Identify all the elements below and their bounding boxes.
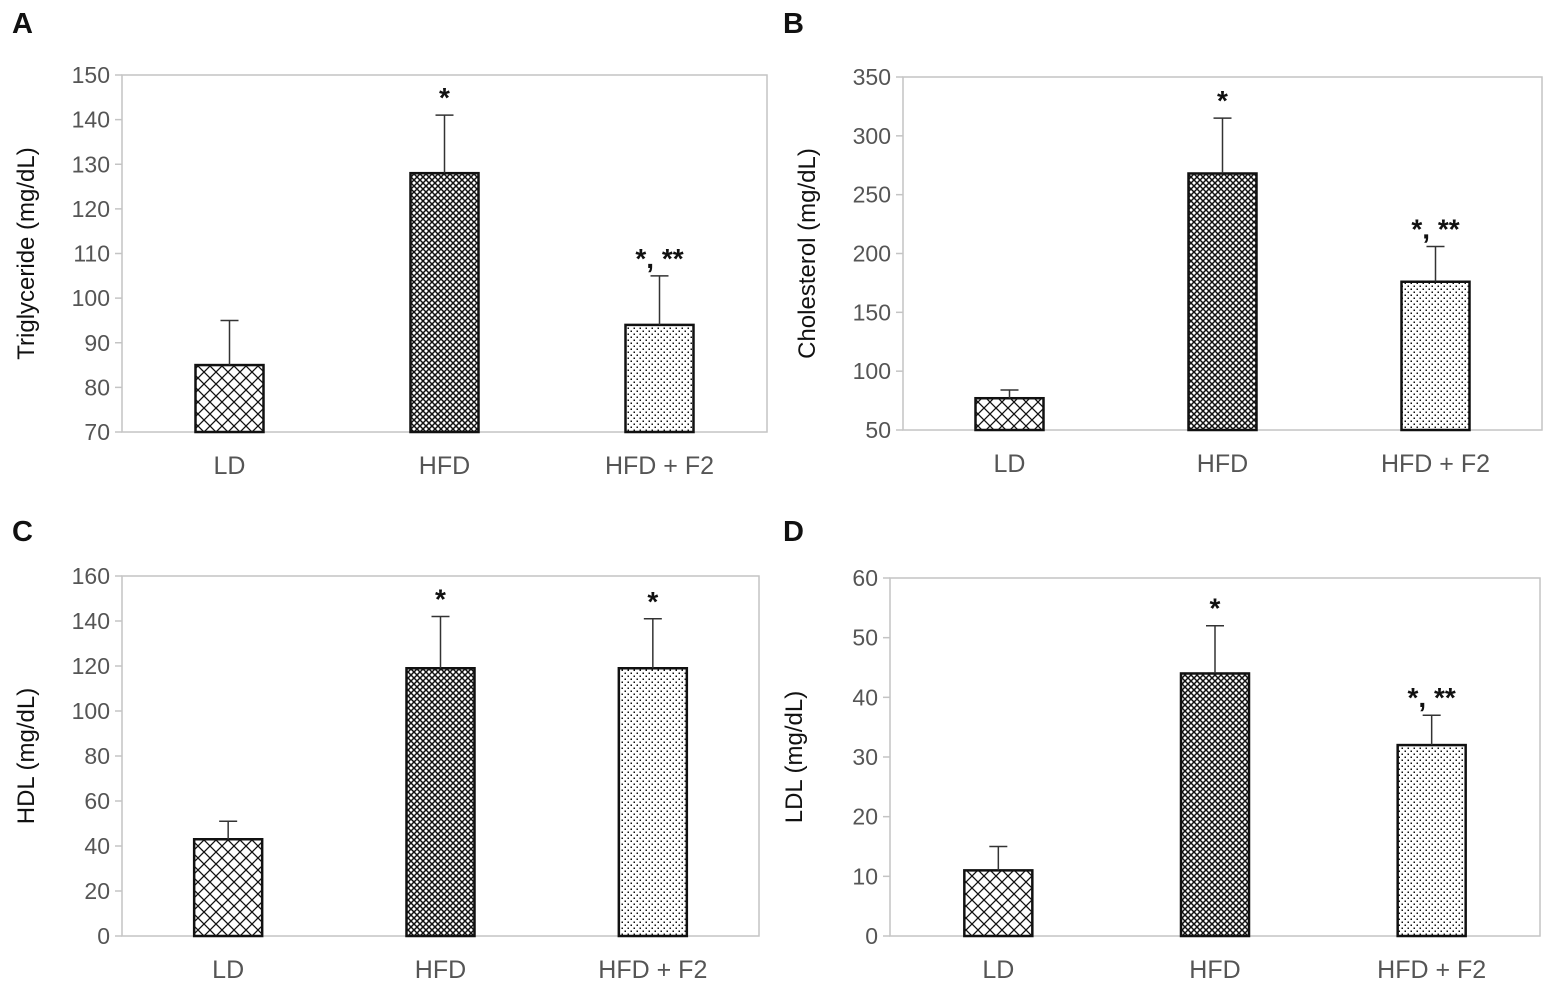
panel-letter: A xyxy=(12,8,33,40)
y-tick-label: 0 xyxy=(865,923,878,949)
bar-hfd-f2 xyxy=(1396,743,1467,938)
y-tick-label: 150 xyxy=(853,299,891,325)
x-category-label: HFD + F2 xyxy=(1377,956,1486,984)
y-axis-label: HDL (mg/dL) xyxy=(13,688,40,824)
x-category-label: HFD xyxy=(1189,956,1240,984)
y-tick-label: 10 xyxy=(852,863,878,889)
y-tick-label: 90 xyxy=(84,330,110,356)
y-tick-label: 50 xyxy=(852,625,878,651)
y-tick-label: 120 xyxy=(72,653,110,679)
significance-marker: * xyxy=(647,586,658,617)
y-tick-label: 350 xyxy=(853,64,891,90)
chart-panel-c: C 0 20 40 60 80 100 120 140 160 HDL (mg/dL) LD * HFD *… xyxy=(12,516,760,984)
y-tick-label: 0 xyxy=(97,923,110,949)
y-tick-label: 200 xyxy=(853,241,891,267)
y-axis-label: Cholesterol (mg/dL) xyxy=(794,148,821,359)
y-tick-label: 60 xyxy=(84,788,110,814)
bar-ld xyxy=(974,396,1045,432)
y-tick-label: 20 xyxy=(84,878,110,904)
significance-marker: * xyxy=(1210,593,1221,624)
y-tick-label: 140 xyxy=(72,608,110,634)
x-category-label: HFD + F2 xyxy=(1381,450,1490,478)
chart-panel-b: B 50 100 150 200 250 300 350 Cholesterol (mg/dL)… xyxy=(783,8,1543,478)
y-axis-label: LDL (mg/dL) xyxy=(781,691,808,824)
panel-letter: B xyxy=(783,8,804,40)
panel-letter: C xyxy=(12,516,33,548)
bar-hfd xyxy=(1187,172,1258,432)
x-category-label: HFD + F2 xyxy=(598,956,707,984)
bar-ld xyxy=(192,838,264,938)
significance-marker: * xyxy=(1217,85,1228,116)
y-tick-label: 110 xyxy=(73,241,110,267)
bar-hfd-f2 xyxy=(617,667,689,938)
y-tick-label: 100 xyxy=(72,285,110,311)
x-category-label: HFD xyxy=(415,956,466,984)
y-tick-label: 80 xyxy=(84,743,110,769)
bar-hfd xyxy=(1179,672,1251,938)
bar-ld xyxy=(194,363,265,434)
x-category-label: HFD xyxy=(419,452,470,480)
x-category-label: HFD xyxy=(1197,450,1248,478)
y-tick-label: 100 xyxy=(72,698,110,724)
y-tick-label: 20 xyxy=(852,804,878,830)
x-category-label: LD xyxy=(212,956,244,984)
y-tick-label: 60 xyxy=(852,565,878,591)
x-category-label: HFD + F2 xyxy=(605,452,714,480)
y-tick-label: 40 xyxy=(84,833,110,859)
y-tick-label: 120 xyxy=(72,196,110,222)
y-tick-label: 160 xyxy=(72,563,110,589)
bar-hfd-f2 xyxy=(1400,280,1471,432)
y-tick-label: 70 xyxy=(84,419,110,445)
y-tick-label: 300 xyxy=(853,123,891,149)
x-category-label: LD xyxy=(214,452,246,480)
significance-marker: *, ** xyxy=(1408,682,1456,713)
y-axis-label: Triglyceride (mg/dL) xyxy=(13,147,40,360)
significance-marker: *, ** xyxy=(635,243,683,274)
y-tick-label: 150 xyxy=(72,62,110,88)
bar-hfd xyxy=(405,667,476,938)
panel-letter: D xyxy=(783,516,804,548)
significance-marker: *, ** xyxy=(1411,213,1459,244)
y-tick-label: 130 xyxy=(72,151,110,177)
y-tick-label: 100 xyxy=(853,358,891,384)
chart-panel-d: D 0 10 20 30 40 50 60 LDL (mg/dL) LD * HFD *, ** HFD … xyxy=(781,516,1541,984)
y-tick-label: 50 xyxy=(865,417,891,443)
bar-ld xyxy=(963,869,1034,938)
y-tick-label: 40 xyxy=(852,684,878,710)
y-tick-label: 30 xyxy=(852,744,878,770)
significance-marker: * xyxy=(435,584,446,615)
bar-hfd xyxy=(409,171,480,434)
significance-marker: * xyxy=(439,82,450,113)
y-tick-label: 80 xyxy=(84,374,110,400)
chart-panel-a: A 70 80 90 100 110 120 130 140 150 Triglyceride (m… xyxy=(12,8,768,480)
x-category-label: LD xyxy=(982,956,1014,984)
x-category-label: LD xyxy=(994,450,1026,478)
y-tick-label: 250 xyxy=(853,182,891,208)
bar-hfd-f2 xyxy=(624,323,695,434)
y-tick-label: 140 xyxy=(72,107,110,133)
